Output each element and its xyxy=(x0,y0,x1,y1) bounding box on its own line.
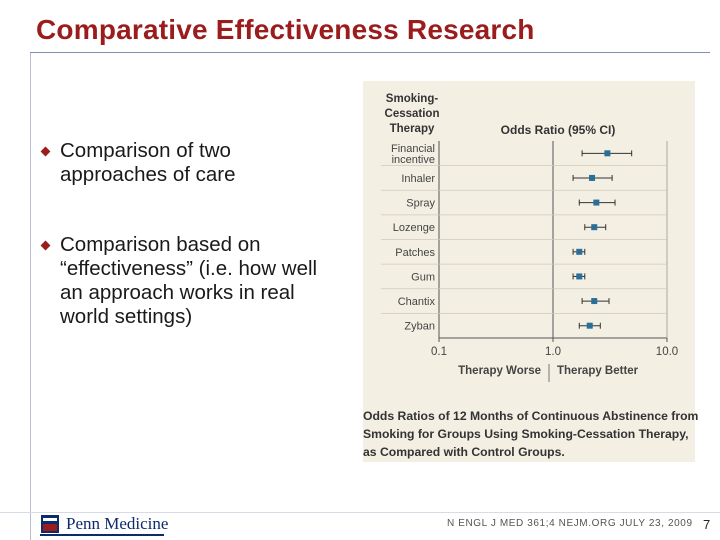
odds-ratio-point xyxy=(576,273,583,280)
therapy-column-header: Cessation xyxy=(384,108,440,120)
therapy-better-label: Therapy Better xyxy=(557,365,639,377)
diamond-bullet-icon xyxy=(40,240,51,251)
slide-title: Comparative Effectiveness Research xyxy=(36,14,535,45)
figure-caption: Odds Ratios of 12 Months of Continuous A… xyxy=(363,409,699,459)
logo-text: Penn Medicine xyxy=(66,514,169,533)
row-label: Financial xyxy=(391,143,435,155)
odds-ratio-point xyxy=(591,298,598,305)
row-label: Chantix xyxy=(398,296,436,308)
odds-ratio-point xyxy=(604,150,611,157)
x-tick-label: 1.0 xyxy=(545,346,561,358)
logo-underline xyxy=(40,534,164,536)
diamond-bullet-icon xyxy=(40,146,51,157)
x-tick-label: 10.0 xyxy=(656,346,678,358)
bullet-item: Comparison based on “effectiveness” (i.e… xyxy=(40,233,332,329)
row-label: incentive xyxy=(392,154,435,166)
odds-ratio-header: Odds Ratio (95% CI) xyxy=(500,123,616,137)
odds-ratio-point xyxy=(591,224,598,231)
therapy-worse-label: Therapy Worse xyxy=(458,365,541,377)
row-label: Inhaler xyxy=(401,173,435,185)
odds-ratio-point xyxy=(586,322,593,329)
odds-ratio-point xyxy=(576,248,583,255)
footer-divider xyxy=(0,512,720,513)
odds-ratio-point xyxy=(593,199,600,206)
page-number: 7 xyxy=(703,517,711,532)
left-margin-rule xyxy=(30,53,31,540)
title-divider xyxy=(30,52,710,53)
journal-citation: N ENGL J MED 361;4 NEJM.ORG JULY 23, 200… xyxy=(447,518,693,529)
row-label: Lozenge xyxy=(393,222,435,234)
therapy-column-header: Smoking- xyxy=(385,93,439,105)
x-tick-label: 0.1 xyxy=(431,346,447,358)
row-label: Patches xyxy=(395,247,435,259)
row-label: Gum xyxy=(411,271,435,283)
bullet-text: Comparison based on “effectiveness” (i.e… xyxy=(60,233,318,328)
odds-ratio-point xyxy=(589,174,596,181)
bullet-item: Comparison of two approaches of care xyxy=(40,139,332,187)
therapy-column-header: Therapy xyxy=(389,123,435,135)
penn-shield-icon xyxy=(41,515,59,533)
row-label: Spray xyxy=(406,198,435,210)
bullet-text: Comparison of two approaches of care xyxy=(60,139,236,186)
row-label: Zyban xyxy=(404,321,435,333)
forest-plot-figure: Smoking- Cessation Therapy Odds Ratio (9… xyxy=(363,81,698,462)
